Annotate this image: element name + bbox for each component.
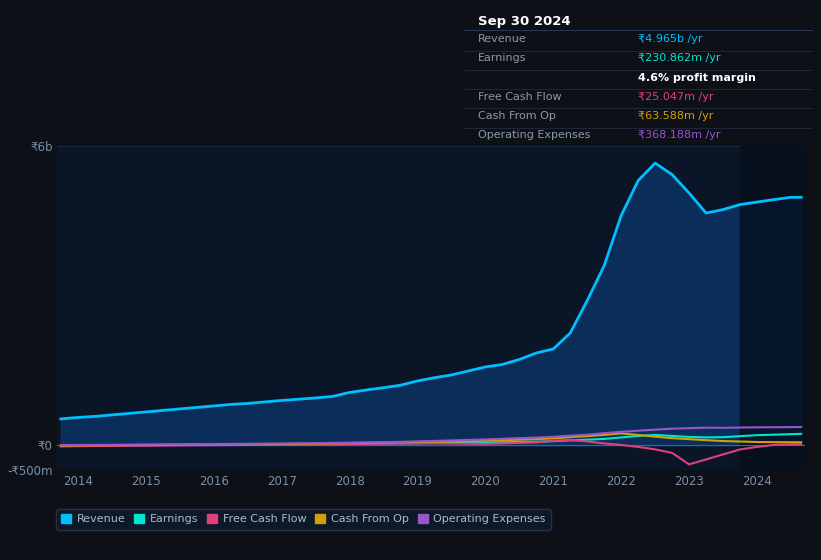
Text: ₹4.965b /yr: ₹4.965b /yr: [639, 34, 703, 44]
Text: Sep 30 2024: Sep 30 2024: [478, 15, 571, 29]
Text: Free Cash Flow: Free Cash Flow: [478, 92, 562, 102]
Text: Earnings: Earnings: [478, 53, 526, 63]
Text: Operating Expenses: Operating Expenses: [478, 130, 590, 141]
Legend: Revenue, Earnings, Free Cash Flow, Cash From Op, Operating Expenses: Revenue, Earnings, Free Cash Flow, Cash …: [56, 508, 551, 530]
Bar: [740, 146, 821, 470]
Text: Cash From Op: Cash From Op: [478, 111, 556, 121]
Text: ₹25.047m /yr: ₹25.047m /yr: [639, 92, 713, 102]
Text: Revenue: Revenue: [478, 34, 526, 44]
Text: ₹368.188m /yr: ₹368.188m /yr: [639, 130, 721, 141]
Text: ₹230.862m /yr: ₹230.862m /yr: [639, 53, 721, 63]
Text: ₹63.588m /yr: ₹63.588m /yr: [639, 111, 713, 121]
Text: 4.6% profit margin: 4.6% profit margin: [639, 73, 756, 83]
